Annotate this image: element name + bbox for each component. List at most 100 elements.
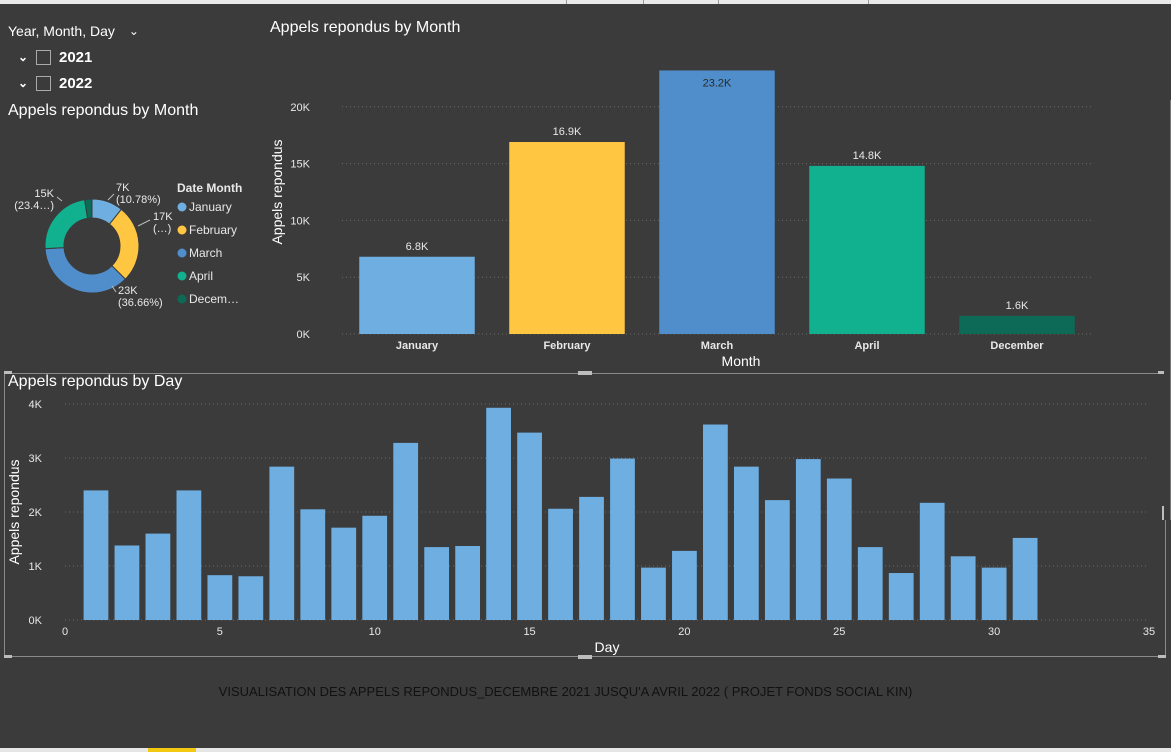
y-tick-label: 0K <box>29 615 43 627</box>
day-bar-1 <box>83 490 109 620</box>
donut-data-label-percent: (23.4…) <box>14 200 54 212</box>
day-bar-24 <box>795 459 821 620</box>
month-bar-chart[interactable]: 0K 5K 10K 15K 20K 6.8K January 16.9K February 23.… <box>262 42 1162 372</box>
day-bar-31 <box>1012 537 1038 620</box>
month-data-label: 6.8K <box>406 241 429 253</box>
y-tick-label: 3K <box>29 453 43 465</box>
x-tick-label: 15 <box>523 626 535 638</box>
x-tick-label: January <box>396 340 439 352</box>
legend-label: April <box>189 269 213 283</box>
legend-label: February <box>189 223 237 237</box>
x-tick-label: March <box>701 340 734 352</box>
resize-handle-corner[interactable] <box>1158 655 1166 658</box>
day-bar-13 <box>455 546 481 620</box>
month-bar-chart-title: Appels repondus by Month <box>270 19 461 36</box>
day-bar-27 <box>888 573 914 620</box>
y-tick-label: 4K <box>29 399 43 411</box>
day-bar-3 <box>145 533 171 620</box>
month-bar-february <box>509 142 625 334</box>
checkbox[interactable] <box>36 49 51 65</box>
donut-data-label-value: 15K <box>34 188 54 200</box>
y-axis-title: Appels repondus <box>269 139 285 244</box>
y-tick-label: 1K <box>29 561 43 573</box>
chevron-down-icon[interactable]: ⌄ <box>128 24 139 38</box>
expand-chevron-icon[interactable]: ⌄ <box>17 50 29 64</box>
x-tick-label: April <box>854 340 879 352</box>
resize-handle-corner[interactable] <box>4 371 12 374</box>
legend-label: Decem… <box>189 292 239 306</box>
x-axis-title: Month <box>722 353 761 369</box>
month-bar-january <box>359 256 475 334</box>
x-tick-label: 35 <box>1143 626 1155 638</box>
month-data-label: 16.9K <box>553 126 582 138</box>
slicer-header-label: Year, Month, Day <box>8 23 115 39</box>
donut-chart[interactable]: 7K(10.78%) 17K(…) 23K(36.66%) 15K(23.4…) Dat… <box>0 170 262 320</box>
donut-chart-title: Appels repondus by Month <box>8 102 199 119</box>
resize-handle-corner[interactable] <box>4 655 12 658</box>
x-tick-label: February <box>543 340 591 352</box>
day-bar-19 <box>641 567 666 620</box>
day-bar-4 <box>176 490 202 620</box>
month-bar-december <box>959 315 1075 334</box>
day-bar-10 <box>362 515 388 620</box>
day-bar-2 <box>114 545 140 620</box>
day-bar-chart-title: Appels repondus by Day <box>8 373 183 390</box>
day-bar-chart[interactable]: 0K 1K 2K 3K 4K 0 5 10 15 20 25 30 35 Day Appels repond… <box>4 392 1164 656</box>
day-bar-8 <box>300 509 326 620</box>
x-tick-label: 10 <box>369 626 381 638</box>
day-bar-30 <box>981 567 1007 620</box>
donut-data-label-value: 17K <box>153 211 173 223</box>
donut-data-label-percent: (36.66%) <box>118 297 163 309</box>
slicer-item-label: 2022 <box>59 74 93 92</box>
month-bar-march <box>659 70 775 334</box>
legend-marker-april <box>177 271 187 281</box>
donut-slice-december <box>83 198 93 219</box>
slicer-item-label: 2021 <box>59 48 93 66</box>
slicer-header[interactable]: Year, Month, Day ⌄ <box>8 18 168 44</box>
day-bar-14 <box>486 407 511 620</box>
top-edge-strip <box>0 0 1171 4</box>
legend-label: January <box>189 200 232 214</box>
y-tick-label: 2K <box>29 507 43 519</box>
legend-marker-january <box>177 202 187 212</box>
donut-leader-line <box>111 285 117 293</box>
legend-marker-february <box>177 225 187 235</box>
x-tick-label: 5 <box>217 626 223 638</box>
y-tick-label: 0K <box>297 329 311 341</box>
resize-handle-corner[interactable] <box>1158 371 1166 374</box>
slicer-item-2022[interactable]: ⌄ 2022 <box>8 70 168 96</box>
legend-title: Date Month <box>177 181 242 195</box>
day-bar-20 <box>672 550 697 620</box>
y-axis-title: Appels repondus <box>6 459 22 564</box>
page-tabs-bar[interactable] <box>0 748 1171 752</box>
x-tick-label: December <box>990 340 1044 352</box>
day-bar-25 <box>826 478 852 620</box>
month-bar-april <box>809 165 925 334</box>
donut-slice-march <box>44 247 127 294</box>
checkbox[interactable] <box>36 75 51 91</box>
year-month-day-slicer[interactable]: Year, Month, Day ⌄ ⌄ 2021 ⌄ 2022 <box>8 18 168 96</box>
resize-handle-top[interactable] <box>578 371 592 375</box>
x-axis-title: Day <box>595 639 620 655</box>
page-right-edge <box>1164 100 1171 520</box>
donut-leader-line <box>137 219 151 227</box>
day-bar-28 <box>919 502 945 620</box>
active-page-tab[interactable] <box>148 748 196 752</box>
day-bar-7 <box>269 466 295 620</box>
slicer-item-2021[interactable]: ⌄ 2021 <box>8 44 168 70</box>
day-bar-11 <box>393 442 419 620</box>
donut-leader-line <box>56 196 63 202</box>
expand-chevron-icon[interactable]: ⌄ <box>17 76 29 90</box>
day-bar-17 <box>579 496 604 620</box>
resize-handle-bottom[interactable] <box>578 655 592 659</box>
day-bar-16 <box>548 508 573 620</box>
day-bar-9 <box>331 527 357 620</box>
day-bar-6 <box>238 576 264 620</box>
day-bar-29 <box>950 556 976 620</box>
month-data-label: 14.8K <box>853 150 882 162</box>
y-tick-label: 20K <box>290 102 310 114</box>
day-bar-22 <box>733 466 759 620</box>
y-tick-label: 5K <box>297 272 311 284</box>
day-bar-12 <box>424 547 450 620</box>
footer-caption: VISUALISATION DES APPELS REPONDUS_DECEMB… <box>218 684 913 699</box>
